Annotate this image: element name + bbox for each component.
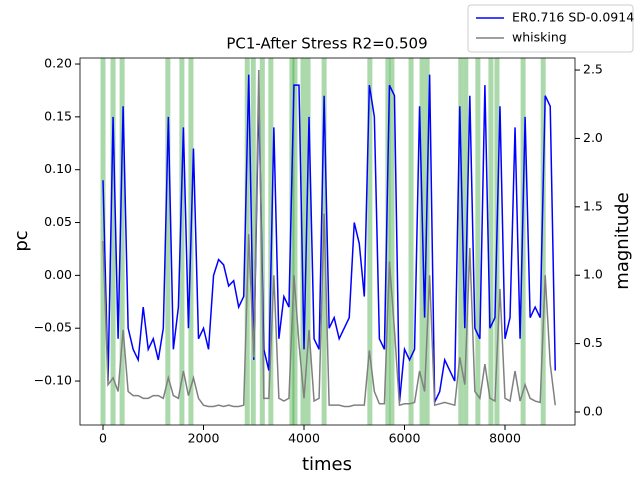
highlight-band [540,58,546,425]
highlight-band [367,58,373,425]
y2-tick-label: 1.5 [583,198,603,213]
highlight-band [119,58,125,425]
y2-tick-label: 2.5 [583,62,603,77]
highlight-band [458,58,464,425]
x-tick-label: 6000 [389,431,421,446]
x-tick-label: 4000 [288,431,320,446]
y-tick-label: 0.15 [44,108,72,123]
series-line [102,70,556,408]
plot-frame [79,57,576,426]
highlight-band [179,58,185,425]
legend-label: whisking [512,30,567,45]
highlight-band [463,58,469,425]
chart-title: PC1-After Stress R2=0.509 [226,35,427,53]
legend-box [467,4,634,53]
y-tick-label: 0.00 [44,267,72,282]
x-tick-label: 0 [99,431,107,446]
highlight-band [475,58,481,425]
highlight-band [424,58,430,425]
y2-tick-label: 0.5 [583,335,603,350]
highlight-band [389,58,395,425]
highlight-band [520,58,526,425]
y2-tick-label: 2.0 [583,130,603,145]
y2-axis-label: magnitude [612,192,633,289]
x-tick-label: 2000 [188,431,220,446]
highlight-band [110,58,116,425]
y-axis-label: pc [11,230,32,251]
y-tick-label: −0.05 [34,320,72,335]
series-line [102,74,556,403]
y2-tick-label: 1.0 [583,267,603,282]
highlight-band [244,58,250,425]
y-tick-label: 0.20 [44,56,72,71]
highlight-band [385,58,391,425]
y-tick-label: −0.10 [34,373,72,388]
highlight-band [408,58,414,425]
y-tick-label: 0.05 [44,214,72,229]
x-axis-label: times [302,454,352,475]
highlight-band [250,58,256,425]
highlight-band [292,58,298,425]
highlight-band [488,58,494,425]
highlight-band [305,58,311,425]
legend-label: ER0.716 SD-0.0914 [512,10,634,25]
highlight-band [289,58,295,425]
y-tick-label: 0.10 [44,161,72,176]
y2-tick-label: 0.0 [583,404,603,419]
x-tick-label: 8000 [489,431,521,446]
highlight-band [165,58,171,425]
highlight-band [300,58,306,425]
